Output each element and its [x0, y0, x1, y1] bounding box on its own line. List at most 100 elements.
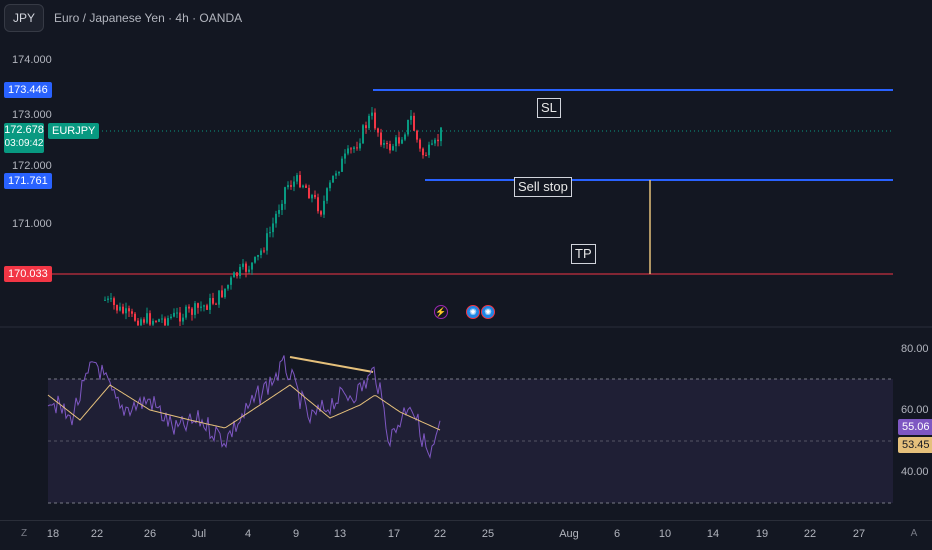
- candle-body: [236, 272, 238, 277]
- price-axis-label: 174.000: [12, 54, 52, 66]
- candle-body: [173, 312, 175, 317]
- time-axis-border: [0, 520, 932, 521]
- time-axis-label: 6: [613, 528, 621, 540]
- candle-body: [275, 213, 277, 224]
- sl-price-tag[interactable]: 173.446: [4, 82, 52, 98]
- candle-body: [413, 115, 415, 131]
- candle-body: [368, 115, 370, 129]
- sell-stop-annotation[interactable]: Sell stop: [514, 177, 572, 197]
- candle-body: [323, 200, 325, 215]
- candle-body: [107, 298, 109, 300]
- candle-body: [326, 188, 328, 201]
- time-axis-label: 19: [755, 528, 769, 540]
- time-axis-label: 4: [244, 528, 252, 540]
- candle-body: [113, 298, 115, 305]
- candle-body: [440, 127, 442, 142]
- current-price-value: 172.678: [4, 124, 44, 136]
- candle-body: [242, 263, 244, 267]
- lightning-icon[interactable]: ⚡: [434, 305, 448, 319]
- candle-body: [182, 317, 184, 322]
- time-axis-label: 13: [333, 528, 347, 540]
- candle-body: [263, 250, 265, 252]
- candle-body: [392, 146, 394, 151]
- rsi-line: [47, 355, 441, 460]
- candle-body: [221, 290, 223, 298]
- candle-body: [251, 262, 253, 270]
- auto-scale-button[interactable]: A: [910, 528, 918, 539]
- candle-body: [185, 306, 187, 318]
- candle-body: [149, 313, 151, 325]
- candle-body: [338, 171, 340, 174]
- candle-body: [206, 305, 208, 310]
- candle-body: [281, 203, 283, 211]
- candle-body: [134, 313, 136, 321]
- candle-body: [194, 303, 196, 315]
- dividend-icon[interactable]: ✺: [481, 305, 495, 319]
- candle-body: [362, 125, 364, 144]
- candle-body: [218, 290, 220, 305]
- candle-body: [434, 139, 436, 144]
- symbol-button[interactable]: JPY: [4, 4, 44, 32]
- candle-body: [254, 256, 256, 263]
- candle-body: [197, 303, 199, 308]
- candle-body: [371, 112, 373, 116]
- candlestick-series: [104, 107, 442, 326]
- time-axis-label: 18: [46, 528, 60, 540]
- candle-body: [374, 112, 376, 129]
- candle-body: [146, 313, 148, 323]
- chart-header: JPY Euro / Japanese Yen · 4h · OANDA: [0, 0, 932, 36]
- candle-body: [125, 308, 127, 314]
- time-axis-label: 17: [387, 528, 401, 540]
- candle-body: [290, 185, 292, 187]
- candle-body: [314, 194, 316, 198]
- zoom-button[interactable]: Z: [20, 528, 28, 539]
- candle-body: [344, 153, 346, 159]
- candle-body: [230, 277, 232, 285]
- tp-price-tag[interactable]: 170.033: [4, 266, 52, 282]
- rsi-ma-line: [47, 384, 441, 431]
- rsi-axis-label: 60.00: [901, 404, 929, 416]
- candle-body: [308, 187, 310, 199]
- candle-body: [350, 148, 352, 150]
- candle-body: [215, 303, 217, 305]
- candle-body: [203, 305, 205, 307]
- candle-body: [317, 197, 319, 212]
- time-axis-label: 27: [852, 528, 866, 540]
- candle-body: [380, 132, 382, 145]
- candle-body: [287, 185, 289, 188]
- tp-annotation[interactable]: TP: [571, 244, 596, 264]
- candle-body: [155, 320, 157, 322]
- time-axis-label: 25: [481, 528, 495, 540]
- candle-body: [284, 187, 286, 204]
- candle-body: [365, 125, 367, 129]
- candle-body: [191, 308, 193, 315]
- candle-body: [377, 128, 379, 133]
- candle-body: [188, 306, 190, 309]
- time-axis-label: 22: [803, 528, 817, 540]
- candle-body: [227, 284, 229, 289]
- price-axis-label: 173.000: [12, 109, 52, 121]
- candle-body: [269, 232, 271, 234]
- chart-title: Euro / Japanese Yen · 4h · OANDA: [54, 11, 243, 25]
- candle-body: [119, 306, 121, 311]
- candle-body: [161, 318, 163, 320]
- rsi-divergence-line[interactable]: [289, 356, 374, 373]
- earnings-icon[interactable]: ✺: [466, 305, 480, 319]
- symbol-tag[interactable]: EURJPY: [48, 123, 100, 139]
- candle-body: [437, 139, 439, 142]
- sl-annotation[interactable]: SL: [537, 98, 561, 118]
- time-axis-label: 26: [143, 528, 157, 540]
- candle-body: [386, 143, 388, 145]
- bar-countdown: 03:09:42: [4, 138, 44, 149]
- current-price-tag[interactable]: 172.678 03:09:42: [4, 123, 44, 153]
- candle-body: [170, 316, 172, 319]
- time-axis-label: 22: [433, 528, 447, 540]
- candle-body: [422, 148, 424, 156]
- candle-body: [224, 288, 226, 298]
- candle-body: [257, 254, 259, 257]
- sell-stop-price-tag[interactable]: 171.761: [4, 173, 52, 189]
- candle-body: [167, 318, 169, 326]
- candle-body: [164, 318, 166, 326]
- candle-body: [428, 144, 430, 156]
